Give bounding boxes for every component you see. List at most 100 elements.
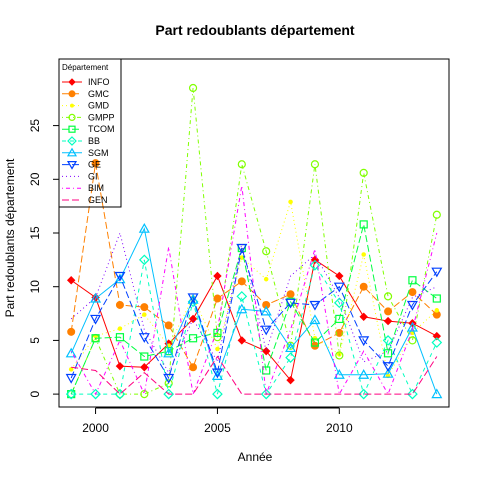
legend-item: GMC (62, 89, 109, 99)
data-point (188, 314, 198, 324)
legend-item: SGM (62, 147, 109, 158)
data-point (239, 255, 245, 260)
data-point (91, 334, 100, 343)
y-axis-label: Part redoublants département (3, 158, 17, 317)
data-point (142, 312, 147, 317)
data-point (260, 325, 272, 336)
data-point (140, 303, 149, 312)
data-point (286, 375, 295, 385)
data-point (288, 199, 293, 205)
data-point (432, 210, 441, 219)
x-tick-label: 2005 (204, 421, 231, 435)
data-point (262, 300, 271, 309)
data-point (406, 300, 418, 311)
data-point (140, 363, 149, 372)
data-point (65, 388, 77, 400)
legend-item: TCOM (62, 124, 115, 134)
data-point (164, 321, 173, 330)
data-point (67, 136, 77, 146)
y-tick-label: 20 (28, 172, 42, 186)
legend-item: INFO (62, 77, 110, 87)
data-point (140, 352, 149, 361)
series-line (71, 355, 438, 395)
data-point (361, 252, 366, 257)
data-point (382, 335, 394, 346)
data-point (333, 282, 345, 293)
x-axis: 2000 2005 2010 (82, 407, 353, 435)
data-point (237, 277, 246, 286)
data-point (163, 373, 175, 384)
data-point (310, 338, 320, 347)
data-point (188, 334, 198, 343)
data-point (68, 90, 76, 98)
y-tick-label: 0 (28, 390, 42, 397)
data-point (261, 346, 271, 356)
data-point (90, 388, 101, 400)
data-point (359, 220, 368, 229)
data-point (263, 276, 269, 282)
legend-item: GMD (62, 101, 109, 111)
data-point (384, 307, 393, 316)
data-point (285, 298, 297, 309)
plot-frame (58, 58, 450, 408)
data-point (335, 351, 344, 360)
series-line (70, 163, 438, 369)
data-point (408, 276, 417, 285)
data-point (333, 369, 345, 379)
data-point (382, 367, 394, 378)
data-point (432, 331, 442, 341)
y-tick-label: 5 (28, 337, 42, 344)
data-point (115, 390, 125, 399)
data-point (236, 303, 248, 314)
data-point (91, 159, 100, 168)
data-point (260, 305, 272, 316)
data-point (431, 337, 443, 348)
data-point (138, 222, 150, 233)
data-point (432, 294, 441, 303)
legend-label: GE (88, 160, 101, 170)
data-point (408, 288, 417, 297)
data-point (67, 327, 76, 336)
series-line (70, 247, 438, 380)
y-tick-label: 25 (28, 119, 42, 133)
legend-item: BB (62, 136, 100, 146)
data-point (359, 312, 368, 321)
data-point (236, 291, 248, 302)
data-point (140, 390, 149, 399)
data-point (358, 369, 370, 379)
data-point (407, 388, 418, 400)
data-point (408, 336, 417, 345)
data-point (237, 336, 247, 345)
data-point (285, 352, 296, 363)
data-point (189, 363, 198, 372)
legend-item: GE (62, 160, 101, 170)
data-point (383, 349, 393, 358)
legend-label: TCOM (88, 124, 115, 134)
legend-item: BIM (62, 183, 104, 193)
data-point (66, 147, 78, 157)
data-point (309, 259, 321, 271)
data-point (68, 78, 76, 86)
series-line (70, 185, 438, 397)
series-layer (65, 83, 443, 400)
series-bim (70, 185, 438, 397)
data-point (431, 267, 443, 278)
legend-label: GMPP (88, 112, 115, 122)
data-point (285, 342, 297, 353)
data-point (90, 292, 102, 303)
data-point (187, 293, 199, 304)
data-point (70, 103, 74, 108)
legend-label: SGM (88, 148, 109, 158)
legend-box (58, 58, 122, 208)
data-point (286, 290, 295, 299)
data-point (262, 366, 271, 375)
data-point (66, 161, 78, 170)
data-point (431, 388, 443, 399)
legend-label: GMC (88, 89, 109, 99)
data-point (262, 247, 271, 256)
data-point (115, 300, 124, 309)
data-point (260, 388, 272, 400)
x-tick-label: 2010 (326, 421, 353, 435)
data-point (213, 294, 222, 303)
